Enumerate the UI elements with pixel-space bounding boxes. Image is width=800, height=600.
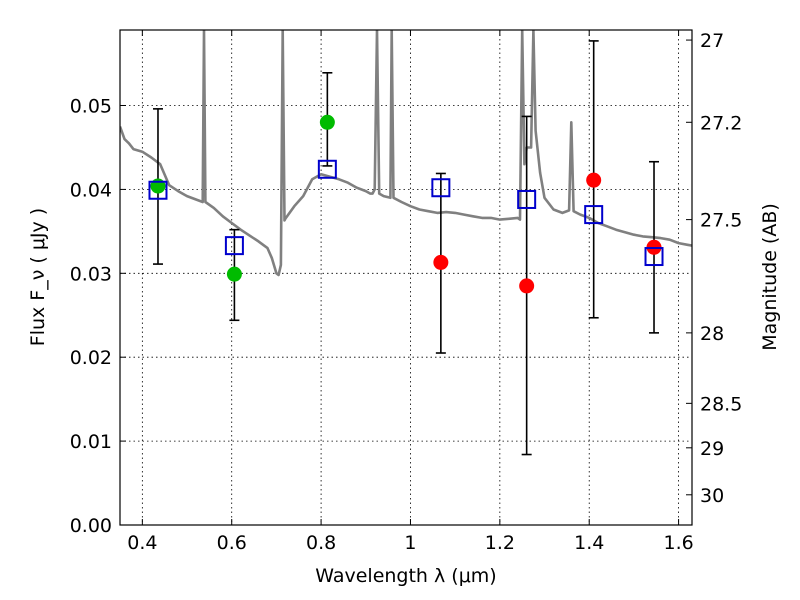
right-tick-label: 29 bbox=[700, 438, 724, 460]
y-axis-label: Flux F_ν ( μJy ) bbox=[27, 208, 49, 346]
data-point-square bbox=[148, 180, 168, 200]
data-point-circle bbox=[586, 172, 602, 188]
data-point-circle bbox=[433, 254, 449, 270]
x-tick-label: 1.6 bbox=[663, 532, 693, 554]
plot-area bbox=[120, 30, 692, 525]
y-tick-label: 0.04 bbox=[70, 179, 112, 201]
right-tick-label: 28.5 bbox=[700, 393, 742, 415]
x-axis-label: Wavelength λ (μm) bbox=[315, 565, 496, 587]
model-spectrum bbox=[120, 30, 692, 277]
right-tick-label: 27.2 bbox=[700, 112, 742, 134]
data-point-square bbox=[431, 178, 451, 198]
data-point-circle bbox=[519, 278, 535, 294]
model-spectrum-line bbox=[120, 30, 692, 277]
y-tick-label: 0.00 bbox=[70, 515, 112, 537]
x-tick-label: 1.4 bbox=[574, 532, 604, 554]
right-tick-label: 30 bbox=[700, 485, 724, 507]
data-markers bbox=[148, 114, 664, 294]
right-axis-label: Magnitude (AB) bbox=[759, 203, 781, 351]
data-point-circle bbox=[226, 266, 242, 282]
data-point-circle bbox=[319, 114, 335, 130]
plot-frame bbox=[119, 29, 693, 526]
y-tick-label: 0.01 bbox=[70, 431, 112, 453]
right-tick-label: 27 bbox=[700, 30, 724, 52]
y-axis-ticks: 0.00 0.01 0.02 0.03 0.04 0.05 bbox=[70, 96, 126, 537]
data-point-square bbox=[644, 247, 664, 267]
right-axis-ticks: 27 27.2 27.5 28 28.5 29 30 bbox=[686, 30, 742, 507]
right-tick-label: 27.5 bbox=[700, 210, 742, 232]
y-tick-label: 0.02 bbox=[70, 347, 112, 369]
x-tick-label: 0.4 bbox=[127, 532, 157, 554]
y-tick-label: 0.03 bbox=[70, 263, 112, 285]
x-axis-ticks: 0.4 0.6 0.8 1 1.2 1.4 1.6 bbox=[127, 30, 694, 554]
data-point-square bbox=[317, 159, 337, 179]
x-tick-label: 1.2 bbox=[485, 532, 515, 554]
x-tick-label: 0.8 bbox=[306, 532, 336, 554]
right-tick-label: 28 bbox=[700, 323, 724, 345]
y-tick-label: 0.05 bbox=[70, 96, 112, 118]
data-point-square bbox=[224, 236, 244, 256]
data-point-square bbox=[517, 189, 537, 209]
x-tick-label: 0.6 bbox=[217, 532, 247, 554]
x-tick-label: 1 bbox=[404, 532, 416, 554]
data-point-square bbox=[584, 205, 604, 225]
